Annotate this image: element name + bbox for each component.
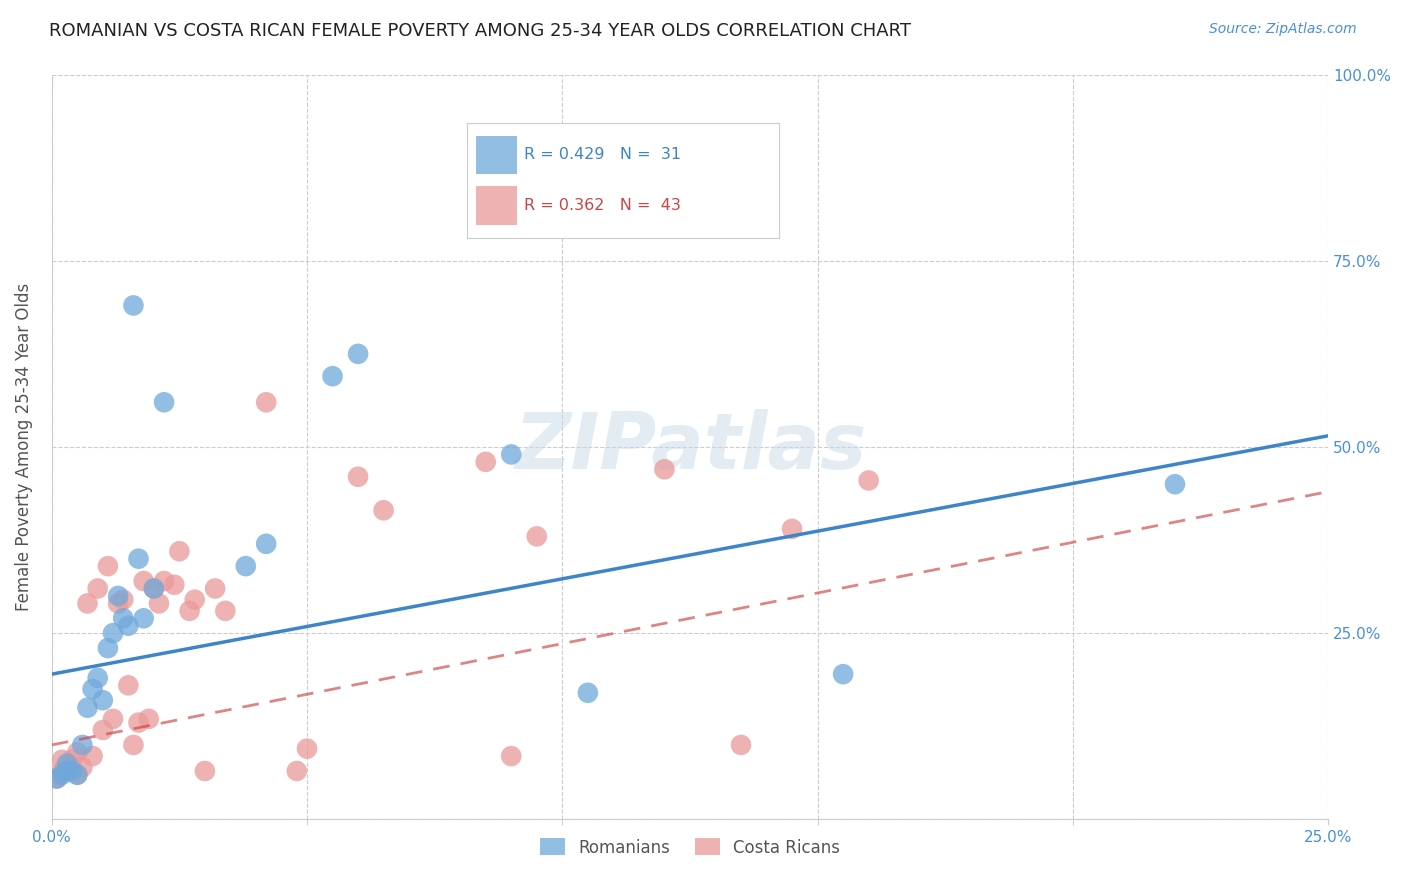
Point: [214, 604, 236, 618]
Point: [163, 578, 186, 592]
Point: [60, 764, 83, 778]
Point: [128, 715, 150, 730]
Y-axis label: Female Poverty Among 25-34 Year Olds: Female Poverty Among 25-34 Year Olds: [15, 283, 32, 611]
Point: [285, 764, 308, 778]
Text: ZIPatlas: ZIPatlas: [513, 409, 866, 485]
Legend: Romanians, Costa Ricans: Romanians, Costa Ricans: [533, 831, 846, 863]
Point: [56, 756, 79, 771]
Point: [501, 749, 523, 764]
Point: [56, 764, 79, 778]
Point: [183, 592, 205, 607]
Point: [66, 745, 89, 759]
Point: [107, 596, 129, 610]
Point: [204, 582, 226, 596]
Point: [142, 582, 165, 596]
Point: [132, 611, 155, 625]
Point: [194, 764, 217, 778]
Point: [82, 749, 104, 764]
Point: [86, 671, 108, 685]
Point: [295, 741, 318, 756]
Point: [45, 772, 67, 786]
Text: Source: ZipAtlas.com: Source: ZipAtlas.com: [1209, 22, 1357, 37]
Point: [117, 678, 139, 692]
Point: [780, 522, 803, 536]
Point: [51, 753, 73, 767]
Point: [112, 592, 135, 607]
Point: [138, 712, 160, 726]
Point: [82, 681, 104, 696]
Point: [66, 768, 89, 782]
Point: [474, 455, 496, 469]
Point: [347, 347, 370, 361]
Point: [91, 723, 114, 737]
Point: [148, 596, 170, 610]
Point: [254, 395, 277, 409]
Text: ROMANIAN VS COSTA RICAN FEMALE POVERTY AMONG 25-34 YEAR OLDS CORRELATION CHART: ROMANIAN VS COSTA RICAN FEMALE POVERTY A…: [49, 22, 911, 40]
Point: [501, 447, 523, 461]
Point: [51, 768, 73, 782]
Point: [97, 641, 120, 656]
Point: [45, 772, 67, 786]
Point: [832, 667, 855, 681]
Point: [117, 619, 139, 633]
Point: [101, 712, 124, 726]
Point: [76, 700, 98, 714]
Point: [1164, 477, 1187, 491]
Point: [132, 574, 155, 588]
Point: [169, 544, 191, 558]
Point: [56, 760, 79, 774]
Point: [122, 738, 145, 752]
Point: [91, 693, 114, 707]
Point: [72, 738, 94, 752]
Point: [142, 582, 165, 596]
Point: [153, 395, 176, 409]
Point: [179, 604, 201, 618]
Point: [576, 686, 599, 700]
Point: [322, 369, 344, 384]
Point: [86, 582, 108, 596]
Point: [858, 474, 880, 488]
Point: [122, 298, 145, 312]
Point: [107, 589, 129, 603]
Point: [730, 738, 752, 752]
Point: [654, 462, 676, 476]
Point: [51, 764, 73, 778]
Point: [254, 537, 277, 551]
Point: [76, 596, 98, 610]
Point: [112, 611, 135, 625]
Point: [526, 529, 548, 543]
Point: [97, 559, 120, 574]
Point: [153, 574, 176, 588]
Point: [72, 760, 94, 774]
Point: [66, 768, 89, 782]
Point: [101, 626, 124, 640]
Point: [235, 559, 257, 574]
Point: [347, 469, 370, 483]
Point: [128, 551, 150, 566]
Point: [373, 503, 395, 517]
Point: [60, 753, 83, 767]
